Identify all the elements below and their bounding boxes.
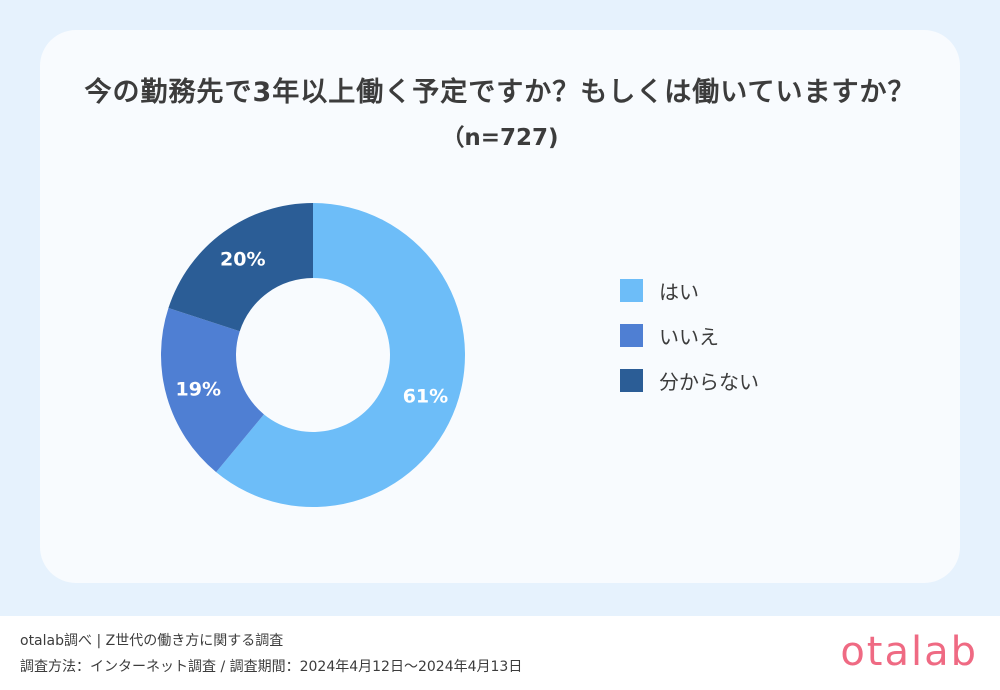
legend-swatch: [620, 323, 643, 347]
chart-title: 今の勤務先で3年以上働く予定ですか？もしくは働いていますか？: [84, 77, 916, 108]
slice-yes: [216, 203, 466, 507]
data-label: 61%: [403, 385, 448, 407]
legend: はい いいえ 分からない: [620, 276, 759, 411]
slice-no: [161, 308, 264, 473]
method-note: 調査方法：インターネット調査 / 調査期間：2024年4月12日〜2024年4月…: [20, 659, 523, 675]
legend-label: はい: [659, 279, 699, 304]
legend-label: 分からない: [659, 369, 759, 394]
legend-item-yes: はい: [620, 276, 759, 304]
source-note: otalab調べ | Z世代の働き方に関する調査: [20, 633, 284, 649]
footer: otalab調べ | Z世代の働き方に関する調査 調査方法：インターネット調査 …: [0, 616, 1000, 690]
donut-chart: 61% 19% 20%: [161, 203, 466, 507]
otalab-logo: otalab: [840, 629, 978, 675]
chart-subtitle: （n=727): [441, 125, 559, 151]
data-label: 19%: [176, 378, 221, 400]
data-label: 20%: [220, 248, 265, 270]
legend-item-no: いいえ: [620, 321, 759, 349]
slice-unknown: [168, 203, 313, 332]
legend-swatch: [620, 278, 643, 302]
legend-swatch: [620, 368, 643, 392]
legend-label: いいえ: [659, 324, 719, 349]
legend-item-unknown: 分からない: [620, 366, 759, 394]
